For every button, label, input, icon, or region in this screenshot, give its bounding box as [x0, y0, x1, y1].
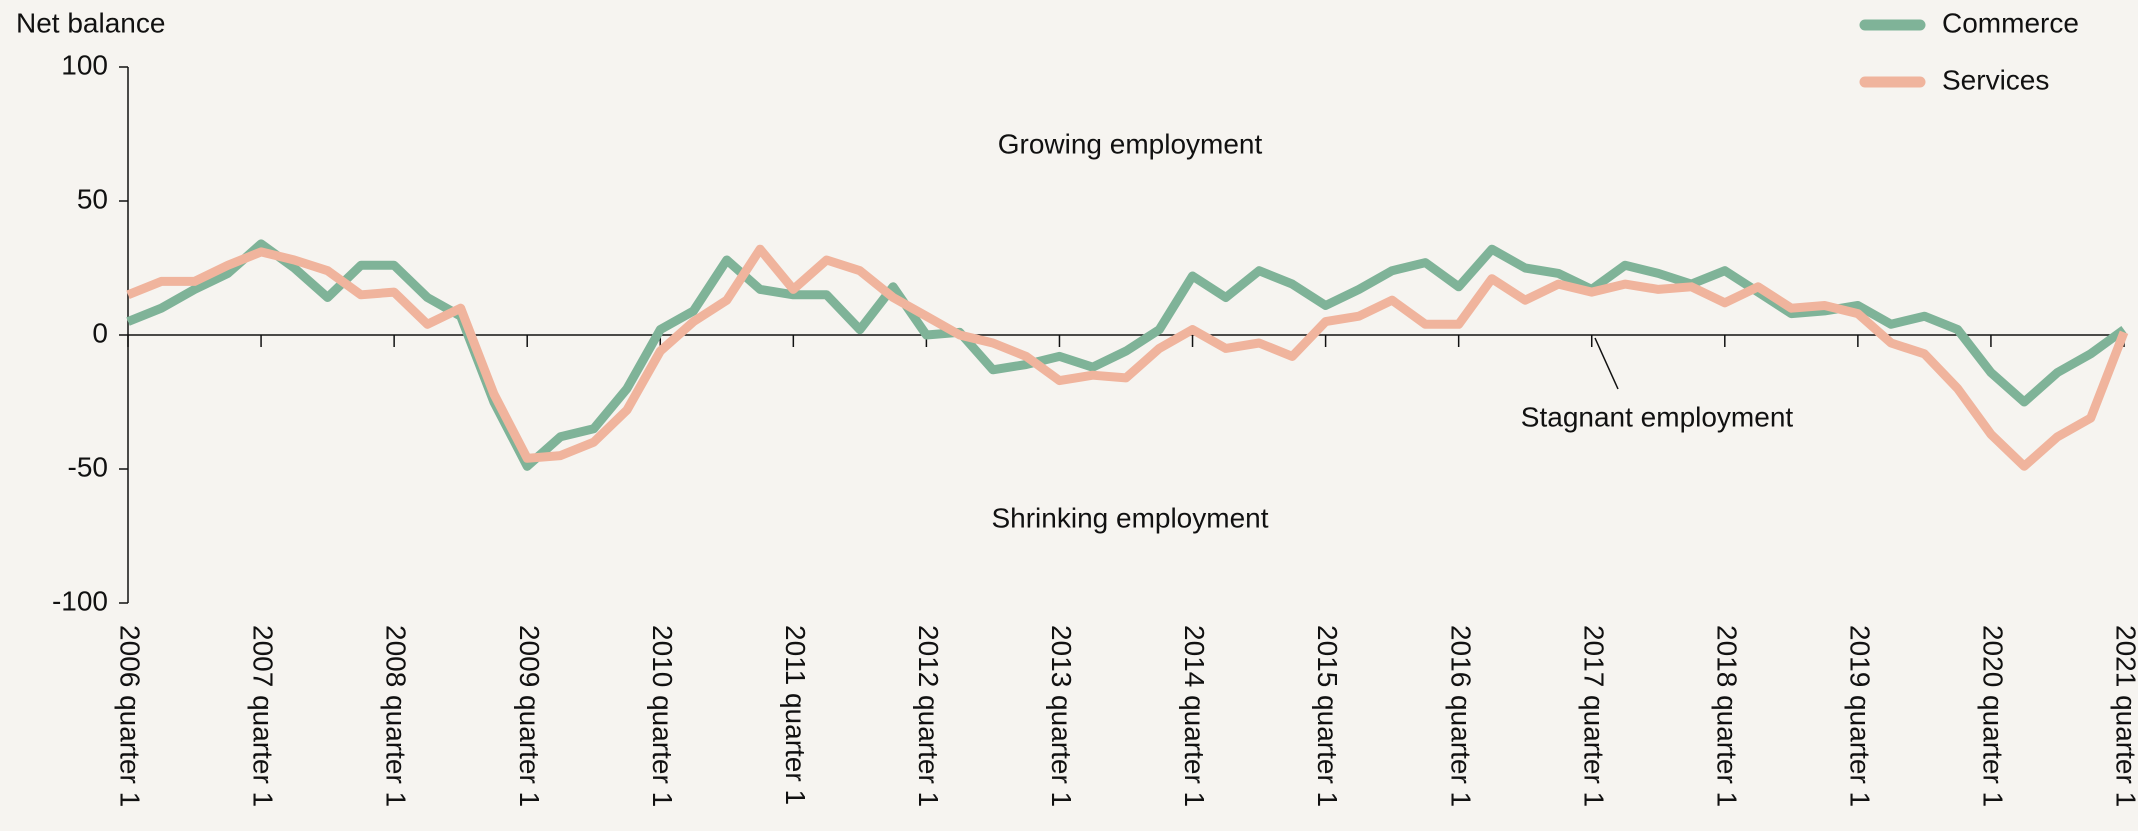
- series-line: [126, 239, 2127, 471]
- x-tick-label: 2007 quarter 1: [248, 625, 279, 807]
- x-tick-label: 2012 quarter 1: [913, 625, 944, 807]
- x-tick-label: 2021 quarter 1: [2111, 625, 2138, 807]
- annotation: Growing employment: [998, 128, 1263, 159]
- x-tick-label: 2010 quarter 1: [647, 625, 678, 807]
- y-tick-label: 0: [92, 317, 108, 348]
- x-tick-label: 2009 quarter 1: [514, 625, 545, 807]
- legend-label: Services: [1942, 64, 2049, 95]
- x-tick-label: 2015 quarter 1: [1312, 625, 1343, 807]
- legend-label: Commerce: [1942, 7, 2079, 38]
- x-tick-label: 2020 quarter 1: [1978, 625, 2009, 807]
- x-tick-label: 2014 quarter 1: [1179, 625, 1210, 807]
- annotation-leader: [1594, 337, 1619, 390]
- y-axis-label: Net balance: [16, 7, 165, 38]
- y-tick-label: -100: [52, 585, 108, 616]
- x-tick-label: 2019 quarter 1: [1844, 625, 1875, 807]
- y-tick-label: 100: [61, 49, 108, 80]
- annotation: Stagnant employment: [1521, 401, 1794, 432]
- x-tick-label: 2011 quarter 1: [780, 625, 811, 805]
- x-tick-label: 2006 quarter 1: [115, 625, 146, 807]
- x-tick-label: 2008 quarter 1: [381, 625, 412, 807]
- x-tick-label: 2016 quarter 1: [1445, 625, 1476, 807]
- annotation: Shrinking employment: [991, 502, 1268, 533]
- x-tick-label: 2013 quarter 1: [1046, 625, 1077, 807]
- y-tick-label: 50: [77, 183, 108, 214]
- x-tick-label: 2018 quarter 1: [1711, 625, 1742, 807]
- series-line: [126, 244, 2129, 471]
- x-tick-label: 2017 quarter 1: [1578, 625, 1609, 807]
- y-tick-label: -50: [68, 451, 108, 482]
